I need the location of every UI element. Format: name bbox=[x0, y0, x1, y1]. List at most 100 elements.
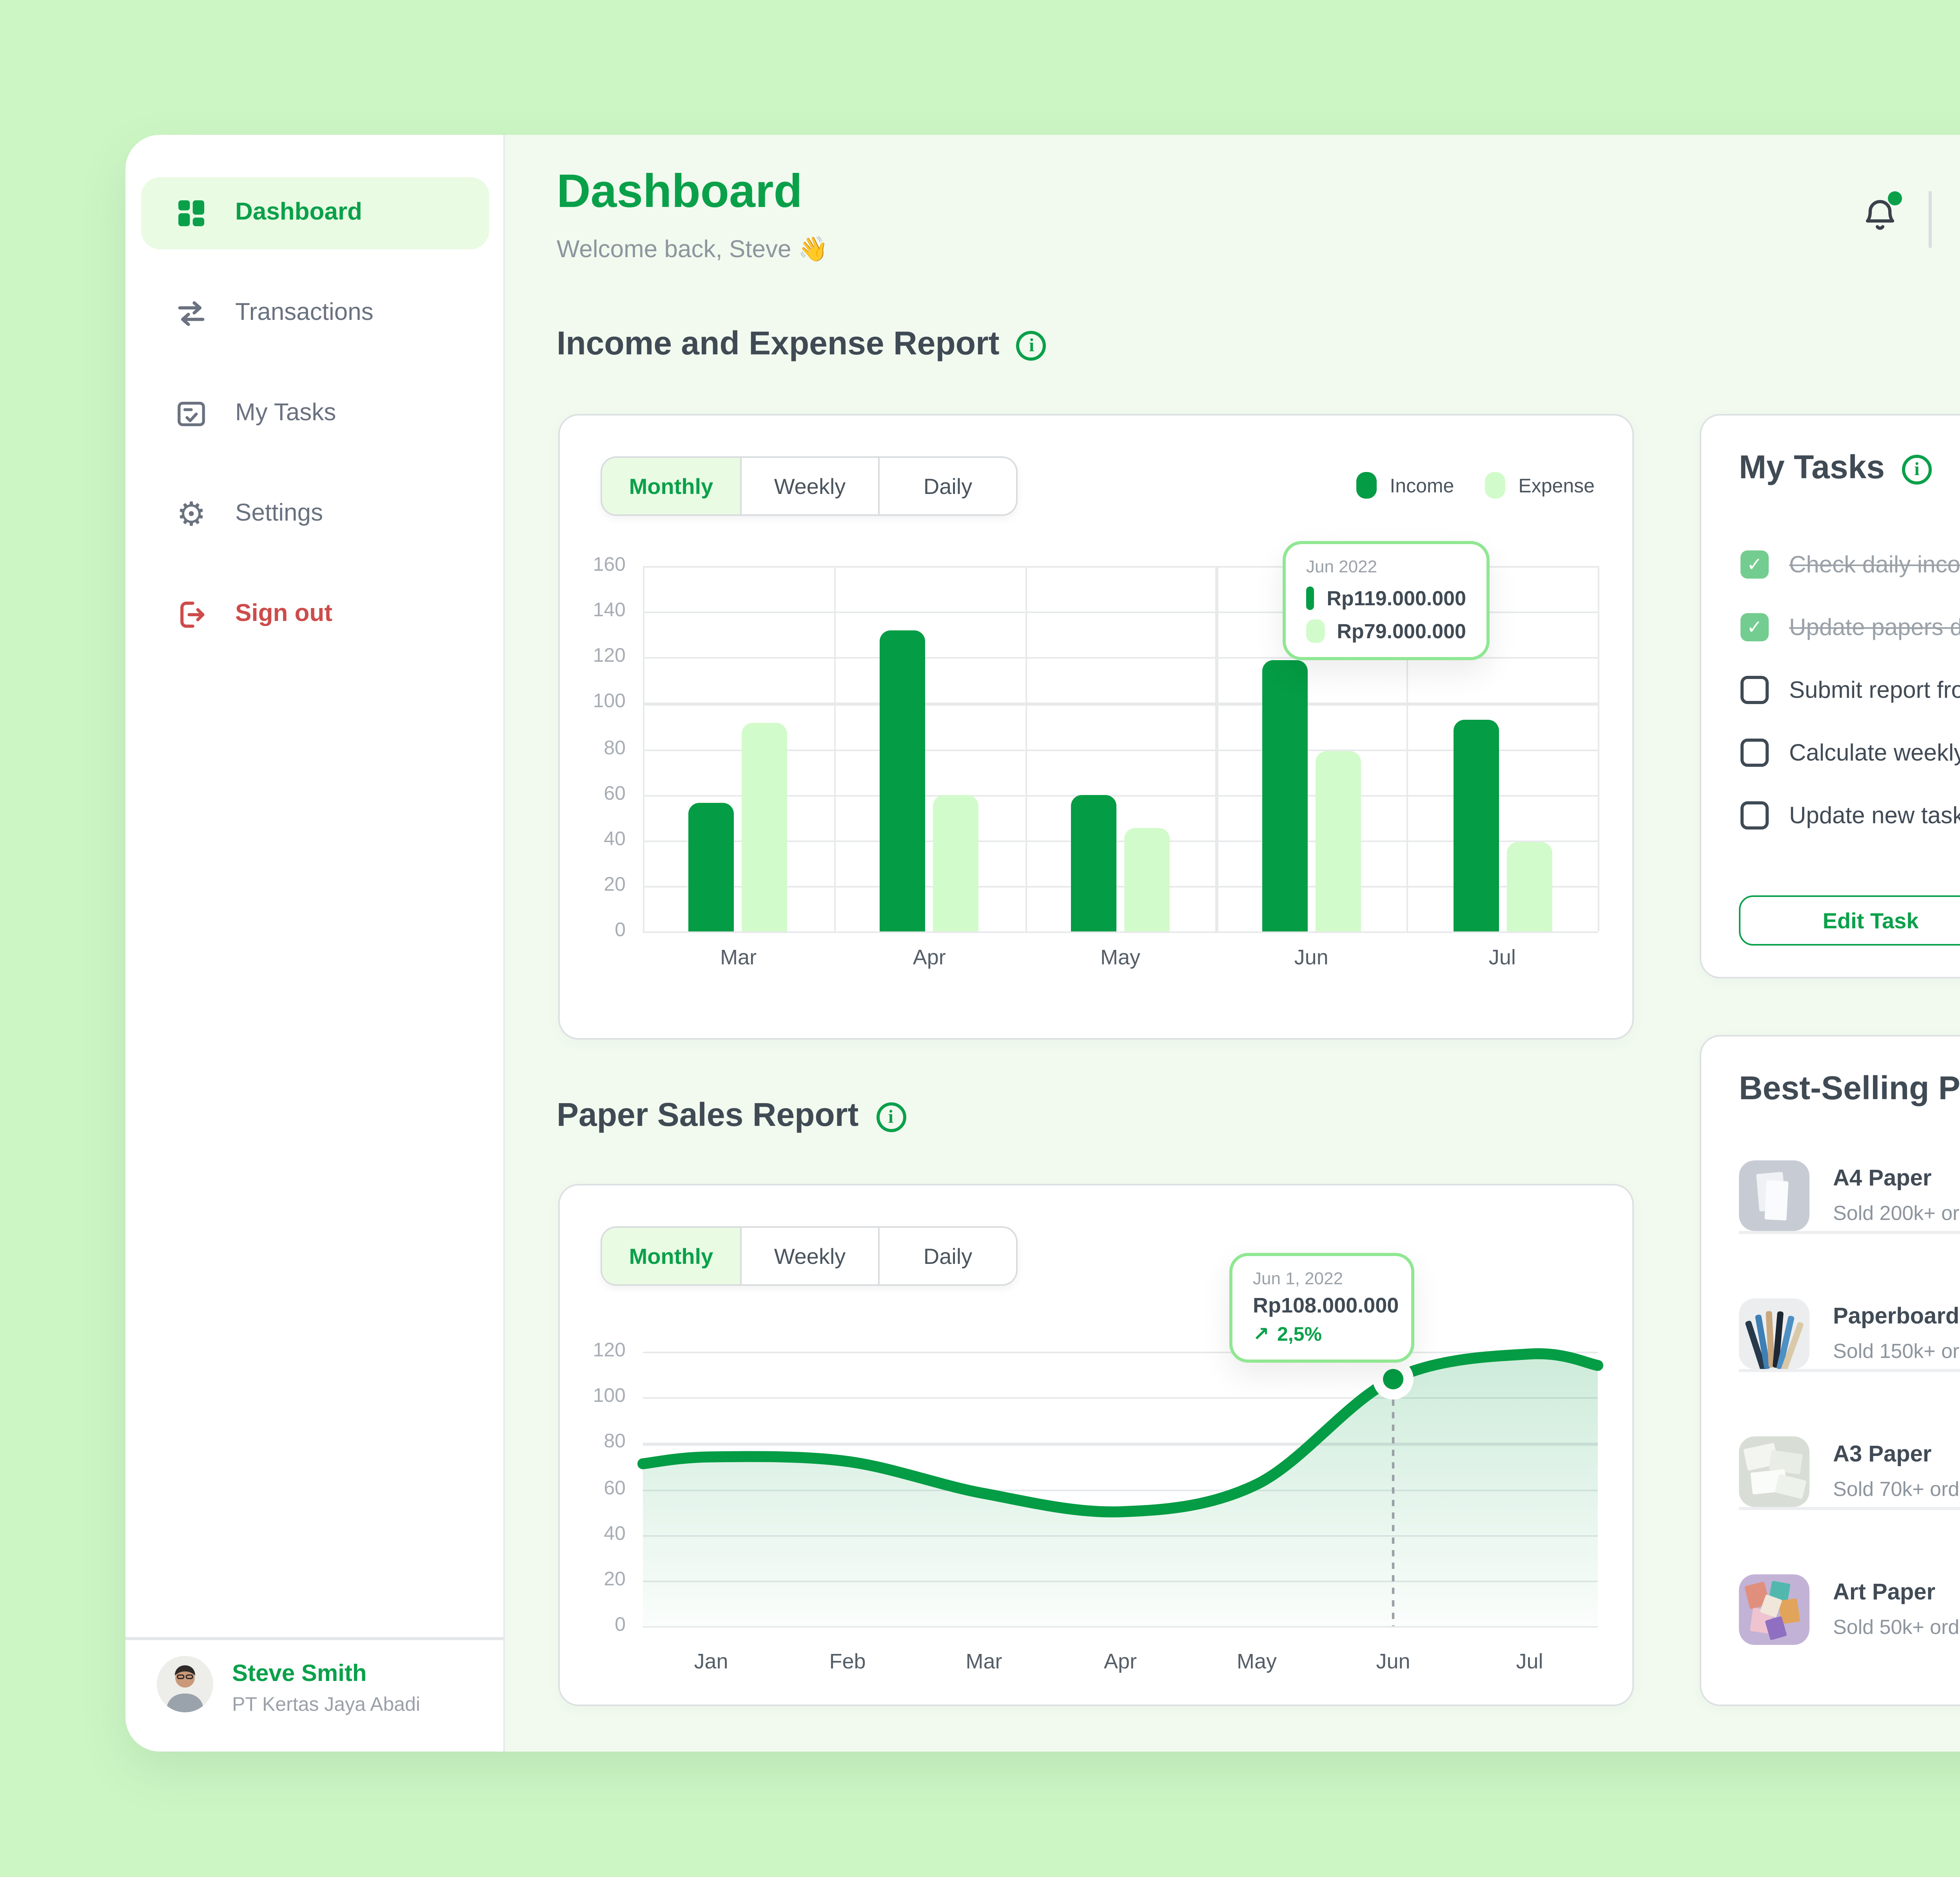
signout-icon bbox=[172, 596, 210, 634]
tab-daily[interactable]: Daily bbox=[878, 1228, 1016, 1284]
product-row-a4-paper[interactable]: A4 Paper Sold 200k+ order Rp55.950/pack bbox=[1739, 1146, 1960, 1243]
bar-income-may bbox=[1071, 794, 1116, 931]
tab-daily[interactable]: Daily bbox=[878, 458, 1016, 514]
checkbox-unchecked[interactable] bbox=[1740, 739, 1769, 767]
chart-marker bbox=[1373, 1359, 1414, 1400]
checkbox-checked-icon[interactable]: ✓ bbox=[1740, 613, 1769, 641]
tab-monthly[interactable]: Monthly bbox=[602, 458, 740, 514]
bar-expense-jun bbox=[1315, 751, 1361, 931]
header-divider bbox=[1929, 191, 1931, 248]
tooltip-expense-row: Rp79.000.000 bbox=[1306, 619, 1466, 643]
product-text: A3 Paper Sold 70k+ order bbox=[1833, 1442, 1960, 1500]
info-icon[interactable]: i bbox=[876, 1102, 906, 1131]
best-selling-heading: Best-Selling Paper i See All bbox=[1739, 1071, 1960, 1109]
legend-expense: Expense bbox=[1485, 472, 1595, 499]
notification-dot bbox=[1888, 191, 1902, 205]
user-profile[interactable]: Steve Smith PT Kertas Jaya Abadi bbox=[157, 1656, 420, 1720]
tab-weekly[interactable]: Weekly bbox=[740, 458, 878, 514]
bar-income-mar bbox=[689, 803, 735, 931]
my-tasks-card: My Tasks i ✓ Check daily income and expe… bbox=[1700, 414, 1960, 978]
page-title: Dashboard bbox=[557, 166, 802, 218]
main-panel: Dashboard Transactions My Tasks bbox=[125, 135, 1960, 1752]
task-row[interactable]: Calculate weekly expenses bbox=[1740, 739, 1960, 767]
user-text: Steve Smith PT Kertas Jaya Abadi bbox=[232, 1661, 420, 1715]
sidebar-item-settings[interactable]: ⚙ Settings bbox=[141, 478, 489, 550]
bell-icon bbox=[1866, 200, 1895, 230]
bar-expense-mar bbox=[742, 723, 788, 931]
tooltip-date: Jun 2022 bbox=[1306, 558, 1377, 577]
my-tasks-title: My Tasks bbox=[1739, 450, 1885, 486]
paper-sales-heading: Paper Sales Report i bbox=[557, 1098, 906, 1135]
expense-swatch-icon bbox=[1306, 619, 1325, 643]
sidebar-item-label: My Tasks bbox=[235, 400, 336, 427]
info-icon[interactable]: i bbox=[1902, 454, 1932, 484]
trend-up-icon: ↗ bbox=[1253, 1323, 1269, 1345]
product-row-paperboard[interactable]: Paperboard Sold 150k+ order Rp68.500/pac… bbox=[1739, 1284, 1960, 1381]
checkbox-unchecked[interactable] bbox=[1740, 676, 1769, 704]
task-row[interactable]: ✓ Check daily income and expense bbox=[1740, 550, 1960, 579]
income-report-title: Income and Expense Report bbox=[557, 326, 1000, 362]
income-swatch-icon bbox=[1357, 472, 1377, 499]
bar-income-jul bbox=[1453, 719, 1499, 931]
best-selling-card: Best-Selling Paper i See All A4 Paper So… bbox=[1700, 1035, 1960, 1706]
checkbox-checked-icon[interactable]: ✓ bbox=[1740, 550, 1769, 579]
task-row[interactable]: Update new tasks for tomorrow bbox=[1740, 801, 1960, 830]
product-text: Art Paper Sold 50k+ order bbox=[1833, 1580, 1960, 1638]
signout-label: Sign out bbox=[235, 601, 332, 627]
checkbox-unchecked[interactable] bbox=[1740, 801, 1769, 830]
bar-chart-tooltip: Jun 2022 Rp119.000.000 Rp79.000.000 bbox=[1283, 541, 1490, 660]
sidebar-item-my-tasks[interactable]: My Tasks bbox=[141, 378, 489, 450]
sidebar: Dashboard Transactions My Tasks bbox=[125, 135, 505, 1752]
dashboard-grid-icon bbox=[172, 194, 210, 232]
sidebar-item-label: Dashboard bbox=[235, 199, 362, 226]
sidebar-item-transactions[interactable]: Transactions bbox=[141, 278, 489, 350]
bar-expense-apr bbox=[933, 794, 979, 931]
legend-income: Income bbox=[1357, 472, 1454, 499]
list-divider bbox=[1739, 1231, 1960, 1233]
my-tasks-heading: My Tasks i bbox=[1739, 450, 1932, 488]
sidebar-item-signout[interactable]: Sign out bbox=[141, 579, 489, 651]
a4-paper-image bbox=[1739, 1160, 1809, 1230]
tooltip-change: ↗ 2,5% bbox=[1253, 1323, 1322, 1345]
tab-weekly[interactable]: Weekly bbox=[740, 1228, 878, 1284]
product-row-art-paper[interactable]: Art Paper Sold 50k+ order Rp20.150/pack bbox=[1739, 1560, 1960, 1657]
list-divider bbox=[1739, 1507, 1960, 1509]
paper-sales-chart-card: 0 20 40 60 80 100 120 Jan Feb Mar Apr May Jun Jul Mon… bbox=[558, 1184, 1634, 1706]
bar-expense-jul bbox=[1506, 842, 1552, 931]
bar-chart-period-tabs: Monthly Weekly Daily bbox=[601, 456, 1018, 516]
tasks-doc-check-icon bbox=[172, 395, 210, 433]
transactions-arrows-icon bbox=[172, 295, 210, 332]
list-divider bbox=[1739, 1369, 1960, 1371]
bar-income-apr bbox=[880, 630, 926, 931]
bar-expense-may bbox=[1124, 828, 1170, 931]
task-row[interactable]: Submit report from procurement team bbox=[1740, 676, 1960, 704]
edit-task-button[interactable]: Edit Task bbox=[1739, 895, 1960, 946]
product-text: A4 Paper Sold 200k+ order bbox=[1833, 1166, 1960, 1224]
income-expense-chart-card: Monthly Weekly Daily Income Expense 0 20 4… bbox=[558, 414, 1634, 1040]
tooltip-income-row: Rp119.000.000 bbox=[1306, 586, 1466, 610]
sidebar-item-dashboard[interactable]: Dashboard bbox=[141, 177, 489, 249]
product-text: Paperboard Sold 150k+ order bbox=[1833, 1304, 1960, 1362]
info-icon[interactable]: i bbox=[1016, 330, 1047, 360]
income-report-heading: Income and Expense Report i bbox=[557, 326, 1047, 364]
user-company: PT Kertas Jaya Abadi bbox=[232, 1694, 420, 1715]
avatar bbox=[157, 1656, 213, 1720]
chart-legend: Income Expense bbox=[1357, 472, 1595, 499]
line-chart-period-tabs: Monthly Weekly Daily bbox=[601, 1226, 1018, 1286]
expense-swatch-icon bbox=[1485, 472, 1506, 499]
art-paper-image bbox=[1739, 1574, 1809, 1644]
sidebar-item-label: Settings bbox=[235, 500, 323, 527]
task-row[interactable]: ✓ Update papers database bbox=[1740, 613, 1960, 641]
gear-icon: ⚙ bbox=[176, 496, 206, 532]
paperboard-image bbox=[1739, 1298, 1809, 1368]
notification-bell-button[interactable] bbox=[1860, 191, 1904, 238]
tooltip-date: Jun 1, 2022 bbox=[1253, 1270, 1343, 1289]
tab-monthly[interactable]: Monthly bbox=[602, 1228, 740, 1284]
product-row-a3-paper[interactable]: A3 Paper Sold 70k+ order Rp84.200/pack bbox=[1739, 1422, 1960, 1519]
user-name: Steve Smith bbox=[232, 1661, 367, 1687]
tooltip-value: Rp108.000.000 bbox=[1253, 1294, 1399, 1317]
welcome-text: Welcome back, Steve 👋 bbox=[557, 237, 828, 263]
a3-paper-image bbox=[1739, 1436, 1809, 1506]
